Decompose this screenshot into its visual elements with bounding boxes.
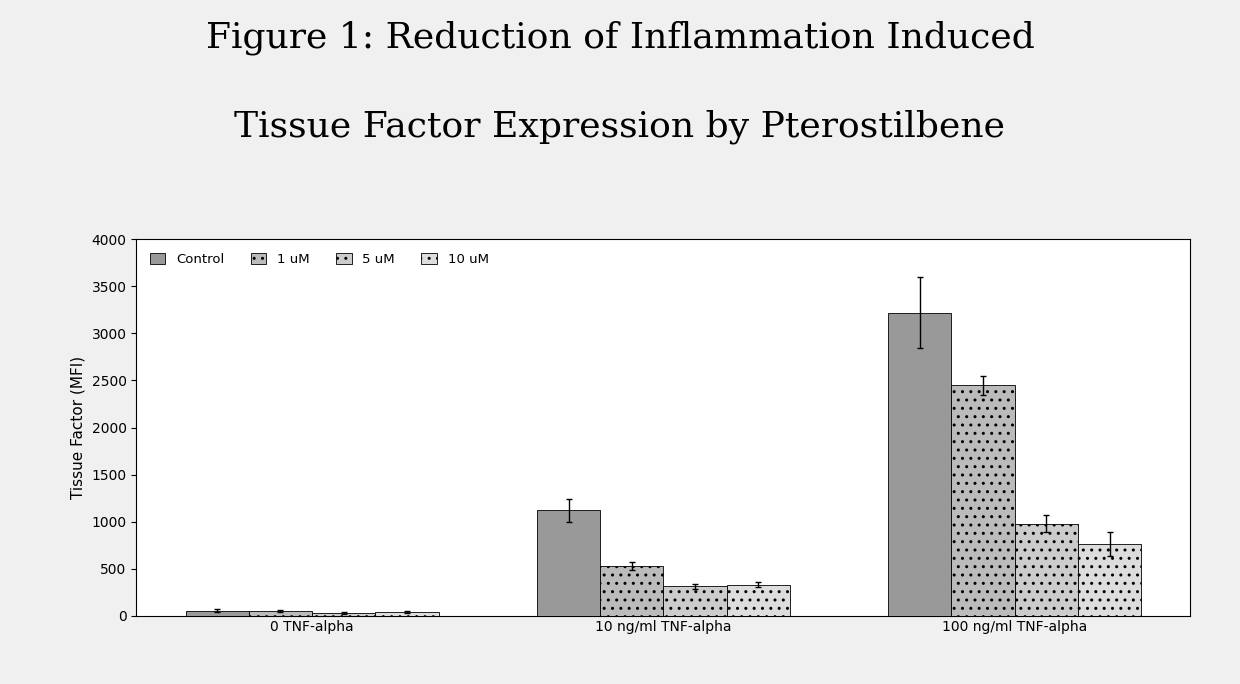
Legend: Control, 1 uM, 5 uM, 10 uM: Control, 1 uM, 5 uM, 10 uM	[143, 246, 496, 272]
Bar	[727, 585, 790, 616]
Bar	[1078, 544, 1141, 616]
Bar	[312, 613, 376, 616]
Text: Tissue Factor Expression by Pterostilbene: Tissue Factor Expression by Pterostilben…	[234, 109, 1006, 144]
Bar	[600, 566, 663, 616]
Bar	[186, 611, 249, 616]
Bar	[376, 611, 439, 616]
Y-axis label: Tissue Factor (MFI): Tissue Factor (MFI)	[71, 356, 86, 499]
Bar	[663, 586, 727, 616]
Bar	[249, 611, 312, 616]
Bar	[1014, 524, 1078, 616]
Bar	[888, 313, 951, 616]
Text: Figure 1: Reduction of Inflammation Induced: Figure 1: Reduction of Inflammation Indu…	[206, 21, 1034, 55]
Bar	[537, 510, 600, 616]
Bar	[951, 385, 1014, 616]
